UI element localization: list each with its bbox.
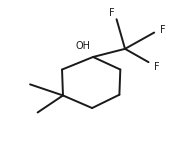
Text: F: F bbox=[109, 8, 115, 18]
Text: OH: OH bbox=[75, 41, 90, 51]
Text: F: F bbox=[154, 62, 159, 72]
Text: F: F bbox=[160, 25, 166, 35]
